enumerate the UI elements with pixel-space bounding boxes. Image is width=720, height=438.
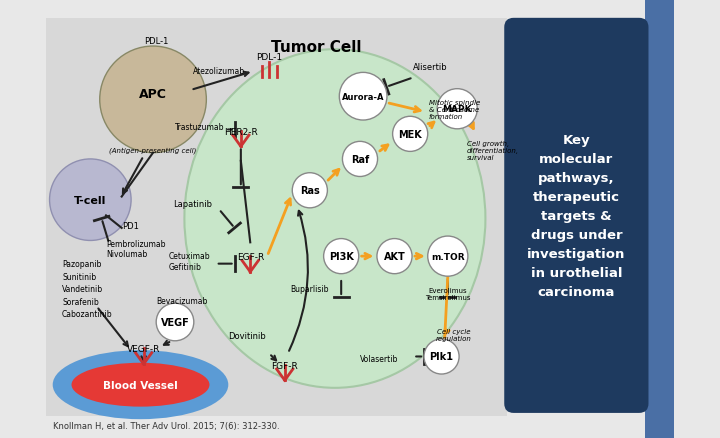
Text: Ras: Ras — [300, 186, 320, 196]
Circle shape — [323, 239, 359, 274]
Text: AKT: AKT — [384, 251, 405, 261]
Text: MEK: MEK — [398, 130, 422, 140]
Circle shape — [50, 159, 131, 241]
Text: Knollman H, et al. Ther Adv Urol. 2015; 7(6): 312-330.: Knollman H, et al. Ther Adv Urol. 2015; … — [53, 421, 279, 431]
Circle shape — [428, 237, 468, 276]
Text: PD1: PD1 — [122, 221, 138, 230]
Circle shape — [339, 73, 387, 121]
Text: Blood Vessel: Blood Vessel — [103, 380, 178, 390]
Circle shape — [377, 239, 412, 274]
Text: VEGF: VEGF — [161, 317, 189, 327]
Text: Dovitinib: Dovitinib — [228, 331, 266, 340]
Text: Raf: Raf — [351, 155, 369, 165]
Circle shape — [292, 173, 328, 208]
Text: Pembrolizumab
Nivolumab: Pembrolizumab Nivolumab — [106, 239, 166, 258]
Text: Cell growth,
differentiation,
survival: Cell growth, differentiation, survival — [467, 141, 518, 161]
Text: MAPK: MAPK — [442, 105, 472, 114]
Circle shape — [424, 339, 459, 374]
Bar — [46, 19, 508, 416]
Text: Cell cycle
regulation: Cell cycle regulation — [436, 328, 472, 342]
Text: APC: APC — [139, 87, 167, 100]
FancyBboxPatch shape — [504, 19, 649, 413]
Text: (Antigen-presenting cell): (Antigen-presenting cell) — [109, 147, 197, 153]
Text: T-cell: T-cell — [74, 195, 107, 205]
Text: PDL-1: PDL-1 — [256, 53, 282, 61]
Text: Atezolizumab: Atezolizumab — [193, 67, 245, 76]
Text: m.TOR: m.TOR — [431, 252, 464, 261]
Text: Tumor Cell: Tumor Cell — [271, 39, 361, 54]
Bar — [645, 0, 674, 438]
Text: Everolimus
Temsirolimus: Everolimus Temsirolimus — [425, 288, 471, 301]
Text: Trastuzumab: Trastuzumab — [175, 123, 225, 132]
Text: Pazopanib
Sunitinib
Vandetinib
Sorafenib
Cabozantinib: Pazopanib Sunitinib Vandetinib Sorafenib… — [62, 260, 113, 318]
Text: Bevacizumab: Bevacizumab — [156, 297, 207, 305]
Circle shape — [100, 47, 207, 153]
Circle shape — [156, 304, 194, 341]
Text: EGF-R: EGF-R — [237, 253, 264, 261]
Circle shape — [392, 117, 428, 152]
Text: PI3K: PI3K — [329, 251, 354, 261]
Text: Cetuximab
Gefitinib: Cetuximab Gefitinib — [168, 252, 210, 271]
Circle shape — [343, 142, 377, 177]
Text: FGF-R: FGF-R — [271, 361, 298, 370]
Text: Plk1: Plk1 — [430, 352, 454, 362]
Text: HER2-R: HER2-R — [224, 127, 258, 137]
Circle shape — [437, 89, 477, 130]
Text: Lapatinib: Lapatinib — [174, 199, 212, 208]
Text: VEGF-R: VEGF-R — [127, 345, 161, 353]
Text: PDL-1: PDL-1 — [144, 37, 168, 46]
Text: Volasertib: Volasertib — [359, 355, 398, 364]
Ellipse shape — [53, 350, 228, 419]
Text: Alisertib: Alisertib — [413, 63, 448, 72]
Ellipse shape — [71, 363, 210, 407]
Text: Aurora-A: Aurora-A — [342, 92, 384, 102]
Text: Key
molecular
pathways,
therapeutic
targets &
drugs under
investigation
in uroth: Key molecular pathways, therapeutic targ… — [527, 134, 626, 298]
Text: Buparlisib: Buparlisib — [291, 284, 329, 293]
Text: Mitotic spindle
& Centrosome
formation: Mitotic spindle & Centrosome formation — [429, 100, 480, 120]
Ellipse shape — [184, 50, 485, 388]
